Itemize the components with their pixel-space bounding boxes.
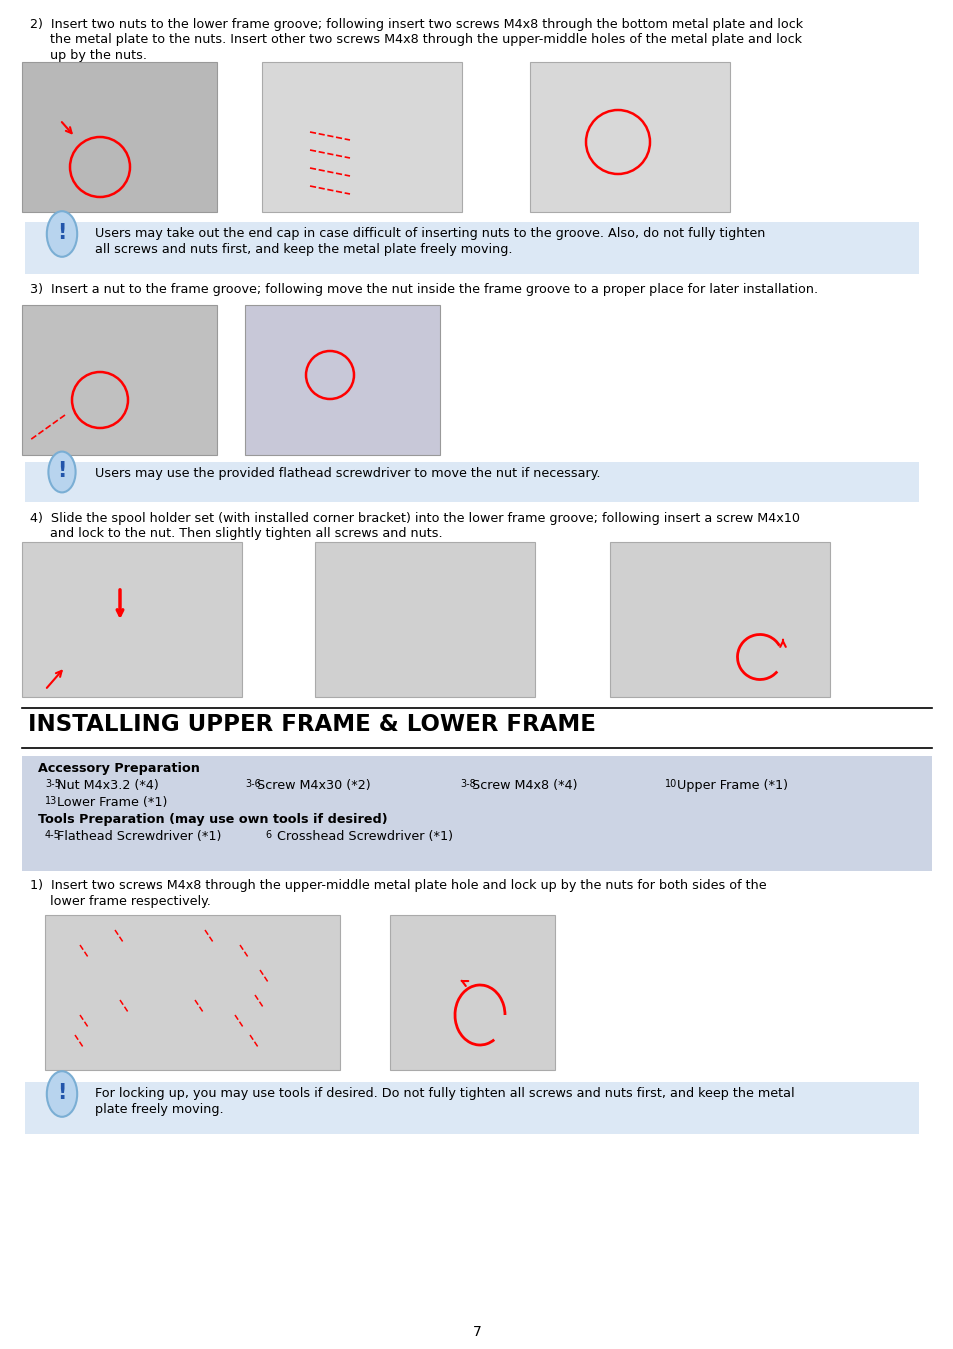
Text: Nut M4x3.2 (*4): Nut M4x3.2 (*4) — [57, 778, 158, 792]
FancyBboxPatch shape — [22, 542, 242, 697]
Text: 1)  Insert two screws M4x8 through the upper-middle metal plate hole and lock up: 1) Insert two screws M4x8 through the up… — [30, 880, 766, 892]
Text: the metal plate to the nuts. Insert other two screws M4x8 through the upper-midd: the metal plate to the nuts. Insert othe… — [30, 34, 801, 46]
FancyBboxPatch shape — [25, 223, 918, 274]
FancyBboxPatch shape — [45, 915, 339, 1070]
Text: 3-5: 3-5 — [45, 778, 61, 789]
FancyBboxPatch shape — [609, 542, 829, 697]
Text: !: ! — [57, 223, 67, 243]
Text: and lock to the nut. Then slightly tighten all screws and nuts.: and lock to the nut. Then slightly tight… — [30, 527, 442, 541]
FancyBboxPatch shape — [262, 62, 461, 212]
Text: Users may use the provided flathead screwdriver to move the nut if necessary.: Users may use the provided flathead scre… — [95, 467, 599, 480]
Text: 2)  Insert two nuts to the lower frame groove; following insert two screws M4x8 : 2) Insert two nuts to the lower frame gr… — [30, 18, 802, 31]
Text: 13: 13 — [45, 796, 57, 805]
Text: 3-6: 3-6 — [245, 778, 260, 789]
FancyBboxPatch shape — [22, 62, 216, 212]
Text: 4)  Slide the spool holder set (with installed corner bracket) into the lower fr: 4) Slide the spool holder set (with inst… — [30, 513, 800, 525]
Ellipse shape — [47, 1071, 77, 1117]
Text: Screw M4x30 (*2): Screw M4x30 (*2) — [256, 778, 370, 792]
Text: Flathead Screwdriver (*1): Flathead Screwdriver (*1) — [57, 830, 221, 843]
FancyBboxPatch shape — [22, 755, 931, 871]
Text: 10: 10 — [664, 778, 677, 789]
Text: 7: 7 — [472, 1325, 481, 1340]
FancyBboxPatch shape — [530, 62, 729, 212]
Text: all screws and nuts first, and keep the metal plate freely moving.: all screws and nuts first, and keep the … — [95, 243, 512, 255]
FancyBboxPatch shape — [245, 305, 439, 455]
Text: INSTALLING UPPER FRAME & LOWER FRAME: INSTALLING UPPER FRAME & LOWER FRAME — [28, 714, 596, 737]
Text: Crosshead Screwdriver (*1): Crosshead Screwdriver (*1) — [276, 830, 453, 843]
Text: up by the nuts.: up by the nuts. — [30, 49, 147, 62]
Text: Accessory Preparation: Accessory Preparation — [38, 762, 200, 774]
Text: !: ! — [57, 1083, 67, 1103]
Text: 6: 6 — [265, 830, 271, 840]
Text: !: ! — [57, 461, 67, 482]
Text: Screw M4x8 (*4): Screw M4x8 (*4) — [472, 778, 577, 792]
FancyBboxPatch shape — [25, 1082, 918, 1135]
FancyBboxPatch shape — [22, 305, 216, 455]
FancyBboxPatch shape — [25, 461, 918, 502]
Text: 4-5: 4-5 — [45, 830, 61, 840]
Ellipse shape — [47, 212, 77, 256]
Ellipse shape — [49, 452, 75, 492]
Text: Tools Preparation (may use own tools if desired): Tools Preparation (may use own tools if … — [38, 813, 387, 826]
Text: 3-8: 3-8 — [459, 778, 476, 789]
Text: For locking up, you may use tools if desired. Do not fully tighten all screws an: For locking up, you may use tools if des… — [95, 1087, 794, 1099]
Text: Users may take out the end cap in case difficult of inserting nuts to the groove: Users may take out the end cap in case d… — [95, 227, 764, 240]
Text: plate freely moving.: plate freely moving. — [95, 1102, 223, 1116]
Text: 3)  Insert a nut to the frame groove; following move the nut inside the frame gr: 3) Insert a nut to the frame groove; fol… — [30, 283, 818, 295]
FancyBboxPatch shape — [390, 915, 555, 1070]
Text: Lower Frame (*1): Lower Frame (*1) — [57, 796, 167, 809]
FancyBboxPatch shape — [314, 542, 535, 697]
Text: Upper Frame (*1): Upper Frame (*1) — [677, 778, 787, 792]
Text: lower frame respectively.: lower frame respectively. — [30, 894, 211, 908]
